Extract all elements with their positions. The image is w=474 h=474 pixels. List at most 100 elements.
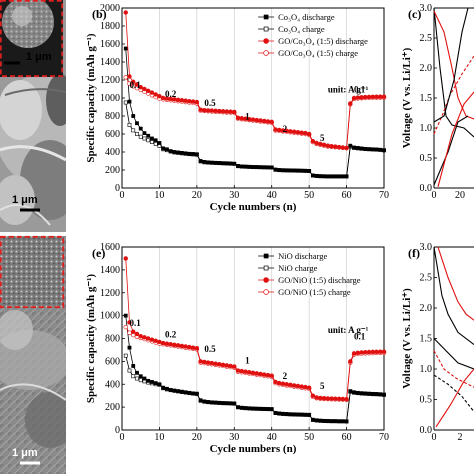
data-point xyxy=(127,99,132,104)
data-point xyxy=(325,143,331,148)
rate-capability-chart-nio: 0 10 20 30 40 50 60 70 0 200 400 600 800 1000 1200 1400… xyxy=(85,242,389,455)
y-tick-label: 200 xyxy=(105,165,120,176)
data-point xyxy=(209,160,214,165)
data-point xyxy=(165,147,169,152)
data-point xyxy=(134,331,140,337)
data-point xyxy=(378,349,383,354)
voltage-curve xyxy=(433,246,474,346)
data-point xyxy=(251,406,255,411)
y-tick-label: 200 xyxy=(105,402,120,413)
inset-scale-label: 1 μm xyxy=(26,51,52,63)
data-point xyxy=(176,150,181,155)
voltage-profile-chart-f: 0.0 0.5 1.0 1.5 2.0 2.5 3.0 0 2 Voltage (V vs. Li… xyxy=(401,242,474,443)
data-point xyxy=(153,381,158,386)
data-point xyxy=(329,143,334,149)
data-point xyxy=(198,359,203,364)
data-point xyxy=(265,119,271,124)
data-point xyxy=(250,370,256,376)
data-point xyxy=(348,101,353,106)
current-rate-label: 5 xyxy=(320,133,325,143)
current-rate-label: 1 xyxy=(245,356,250,366)
data-point xyxy=(131,329,136,334)
data-point xyxy=(176,389,181,394)
x-tick-label: 30 xyxy=(229,190,239,201)
legend-marker xyxy=(263,289,269,295)
data-point xyxy=(381,94,387,99)
data-point xyxy=(213,400,218,405)
data-point xyxy=(284,382,289,387)
legend-marker xyxy=(263,253,269,259)
data-point xyxy=(281,411,285,416)
data-point xyxy=(352,390,356,395)
data-point xyxy=(131,128,136,133)
data-point xyxy=(254,117,259,123)
voltage-curve xyxy=(433,350,474,388)
data-point xyxy=(381,349,387,354)
data-point xyxy=(235,368,241,373)
voltage-curve xyxy=(435,368,474,428)
data-point xyxy=(288,382,293,388)
data-point xyxy=(221,401,225,405)
data-point xyxy=(236,164,240,168)
data-point xyxy=(370,147,375,152)
data-point xyxy=(157,141,162,145)
data-point xyxy=(150,380,154,384)
data-point xyxy=(251,165,255,169)
data-point xyxy=(307,412,312,417)
data-point xyxy=(127,368,132,373)
data-point xyxy=(123,313,128,318)
y-tick-label: 3.0 xyxy=(420,242,433,253)
data-point xyxy=(296,412,300,417)
panel-label: (c) xyxy=(408,7,421,21)
current-rate-label: 1 xyxy=(245,112,250,122)
data-point xyxy=(247,370,252,375)
y-tick-label: 0.0 xyxy=(420,425,433,436)
data-point xyxy=(366,349,372,355)
x-tick-label: 30 xyxy=(229,432,239,443)
data-point xyxy=(198,398,203,403)
data-point xyxy=(138,126,143,131)
data-point xyxy=(340,396,346,402)
data-point xyxy=(138,374,143,379)
data-point xyxy=(123,324,128,330)
data-point xyxy=(198,159,203,163)
data-point xyxy=(340,145,346,150)
scale-label-bottom: 1 μm xyxy=(12,447,38,459)
data-point xyxy=(359,146,364,151)
data-point xyxy=(194,152,199,157)
data-point xyxy=(239,368,244,374)
legend-entry: Co₃O₄ charge xyxy=(278,24,325,34)
data-point xyxy=(217,400,222,405)
data-point xyxy=(336,144,342,150)
data-point xyxy=(160,340,166,346)
data-point xyxy=(213,361,218,366)
data-point xyxy=(366,94,372,100)
data-point xyxy=(209,400,214,405)
data-point xyxy=(262,165,267,170)
data-point xyxy=(363,391,368,396)
data-point xyxy=(374,94,379,99)
data-point xyxy=(191,391,196,396)
rate-capability-chart-co3o4: 0 10 20 30 40 50 60 70 0 200 400 600 800 1000 1200 1400… xyxy=(85,3,389,213)
x-tick-label: 0 xyxy=(120,190,125,201)
data-point xyxy=(138,378,143,383)
legend-marker xyxy=(263,265,269,271)
data-point xyxy=(258,371,263,377)
data-point xyxy=(254,371,259,376)
data-point xyxy=(303,168,308,173)
data-point xyxy=(127,320,132,325)
data-point xyxy=(262,118,267,124)
data-point xyxy=(299,130,304,135)
data-point xyxy=(277,380,282,386)
data-point xyxy=(355,350,360,355)
data-point xyxy=(202,399,207,404)
data-point xyxy=(329,419,334,423)
y-tick-label: 0.5 xyxy=(420,153,433,164)
data-point xyxy=(179,389,184,394)
data-point xyxy=(303,384,308,390)
data-point xyxy=(175,97,181,103)
data-point xyxy=(367,147,371,152)
data-point xyxy=(284,412,289,416)
data-point xyxy=(135,121,139,126)
data-point xyxy=(307,169,312,173)
